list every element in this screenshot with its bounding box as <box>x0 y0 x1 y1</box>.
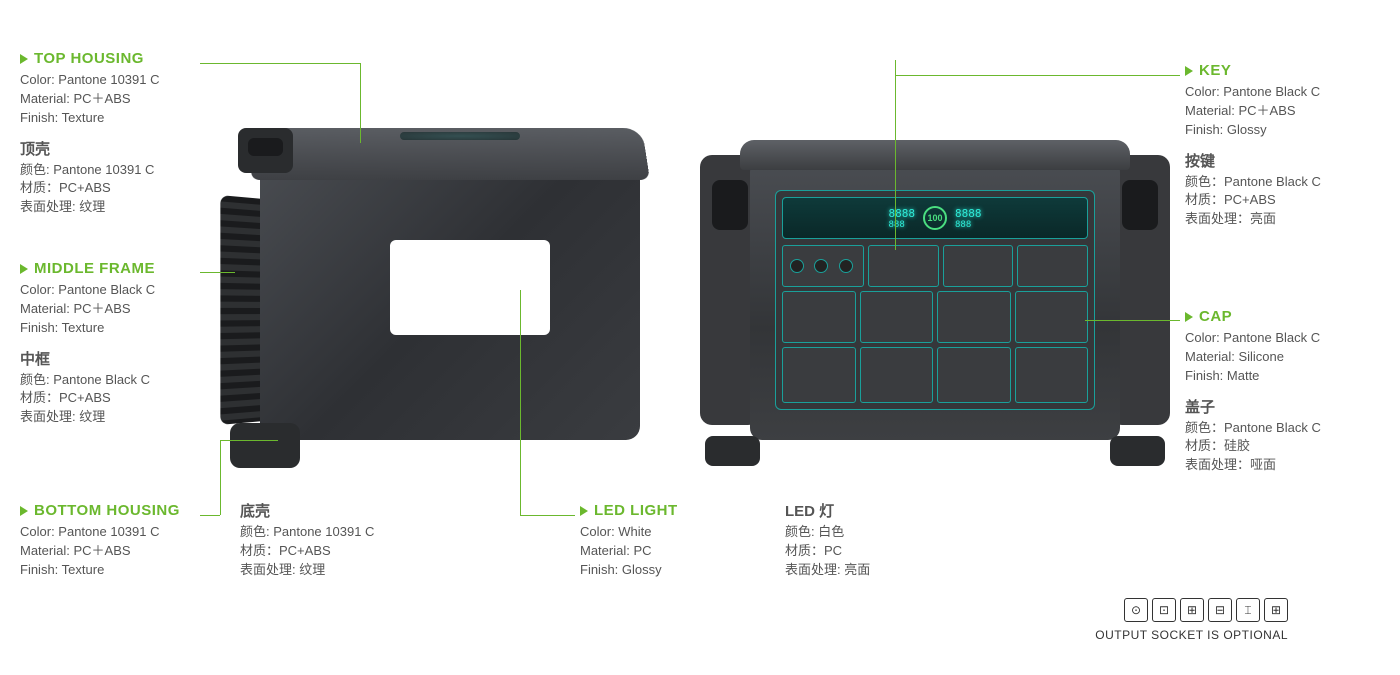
leader-led-light-h <box>520 515 575 516</box>
device-side-view <box>220 120 680 460</box>
callout-title: TOP HOUSING <box>20 50 159 67</box>
display-sub-left: 888 <box>889 220 916 230</box>
leader-key-v <box>895 60 896 250</box>
callout-bottom-housing-cn: 底壳 颜色: Pantone 10391 C 材质：PC+ABS 表面处理: 纹… <box>240 500 374 580</box>
key-button-2[interactable] <box>814 259 828 273</box>
socket-icon: ⌶ <box>1236 598 1260 622</box>
lcd-display: 8888 888 100 8888 888 <box>782 197 1088 239</box>
callout-title: LED LIGHT <box>580 502 678 519</box>
panel-row-caps-1 <box>782 291 1088 343</box>
key-button-1[interactable] <box>790 259 804 273</box>
triangle-icon <box>20 506 28 516</box>
display-watt-in: 8888 <box>889 207 916 220</box>
triangle-icon <box>580 506 588 516</box>
panel-cell <box>868 245 939 287</box>
cap-cell <box>860 291 934 343</box>
leader-bottom-housing-h <box>200 515 220 516</box>
callout-middle-frame: MIDDLE FRAME Color: Pantone Black C Mate… <box>20 260 155 427</box>
led-light-panel <box>390 240 550 335</box>
cap-cell <box>782 291 856 343</box>
callout-led-light: LED LIGHT Color: White Material: PC Fini… <box>580 502 678 580</box>
socket-icon: ⊡ <box>1152 598 1176 622</box>
cap-cell <box>1015 291 1089 343</box>
panel-cell <box>943 245 1014 287</box>
callout-bottom-housing: BOTTOM HOUSING Color: Pantone 10391 C Ma… <box>20 502 180 580</box>
triangle-icon <box>1185 312 1193 322</box>
leader-key-h <box>895 75 1180 76</box>
socket-icon-row: ⊙ ⊡ ⊞ ⊟ ⌶ ⊞ <box>1124 598 1288 622</box>
key-group <box>782 245 864 287</box>
leader-bottom-housing-h2 <box>220 440 278 441</box>
leader-led-light-v <box>520 290 521 515</box>
socket-icon: ⊟ <box>1208 598 1232 622</box>
callout-cap: CAP Color: Pantone Black C Material: Sil… <box>1185 308 1321 475</box>
callout-top-housing: TOP HOUSING Color: Pantone 10391 C Mater… <box>20 50 159 217</box>
panel-cell <box>1017 245 1088 287</box>
footer-note: OUTPUT SOCKET IS OPTIONAL <box>1095 628 1288 642</box>
battery-pct-ring: 100 <box>923 206 947 230</box>
top-display-accent <box>400 132 520 140</box>
cap-cell <box>782 347 856 403</box>
key-button-3[interactable] <box>839 259 853 273</box>
callout-title: KEY <box>1185 62 1321 79</box>
callout-led-light-cn: LED 灯 颜色: 白色 材质：PC 表面处理: 亮面 <box>785 500 870 580</box>
panel-row-keys <box>782 245 1088 287</box>
cap-cell <box>937 291 1011 343</box>
cap-cell <box>1015 347 1089 403</box>
leader-middle-frame <box>200 272 235 273</box>
handle-left <box>238 128 293 173</box>
cap-cell <box>937 347 1011 403</box>
callout-title: MIDDLE FRAME <box>20 260 155 277</box>
display-watt-out: 8888 <box>955 207 982 220</box>
socket-icon: ⊞ <box>1264 598 1288 622</box>
leader-bottom-housing-v <box>220 440 221 515</box>
socket-icon: ⊙ <box>1124 598 1148 622</box>
foot-left <box>705 436 760 466</box>
triangle-icon <box>20 264 28 274</box>
leader-cap-h <box>1085 320 1180 321</box>
device-front-view: 8888 888 100 8888 888 <box>700 140 1170 460</box>
leader-top-housing <box>200 63 360 64</box>
socket-icon: ⊞ <box>1180 598 1204 622</box>
callout-key: KEY Color: Pantone Black C Material: PC＋… <box>1185 62 1321 229</box>
callout-title: BOTTOM HOUSING <box>20 502 180 519</box>
leader-top-housing-v <box>360 63 361 143</box>
front-panel: 8888 888 100 8888 888 <box>775 190 1095 410</box>
bottom-foot <box>230 423 300 468</box>
top-edge <box>740 140 1130 170</box>
display-sub-right: 888 <box>955 220 982 230</box>
callout-title: CAP <box>1185 308 1321 325</box>
cap-cell <box>860 347 934 403</box>
triangle-icon <box>1185 66 1193 76</box>
triangle-icon <box>20 54 28 64</box>
foot-right <box>1110 436 1165 466</box>
panel-row-caps-2 <box>782 347 1088 403</box>
